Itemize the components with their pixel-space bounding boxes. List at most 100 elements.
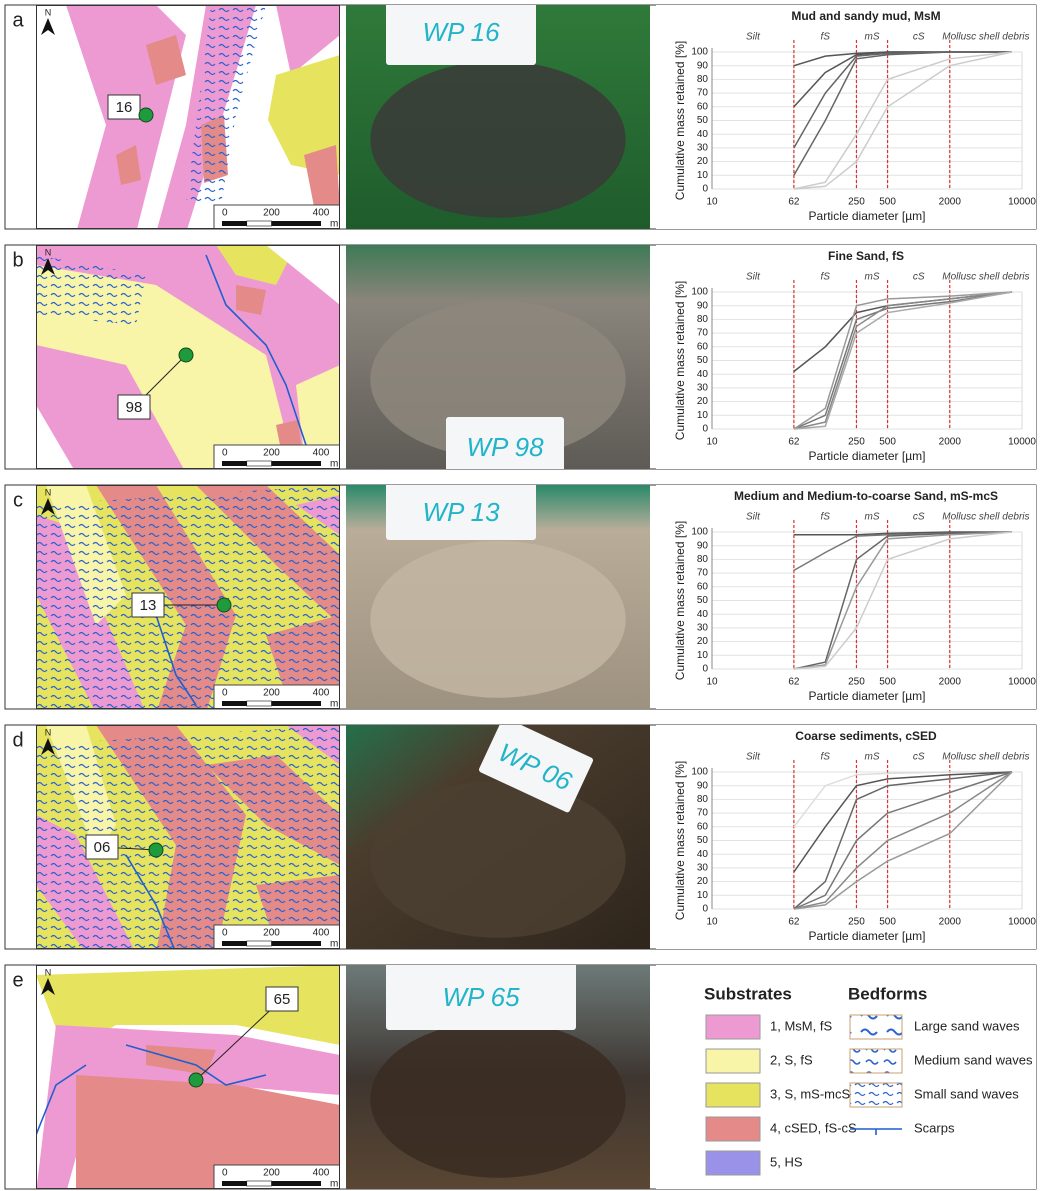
fraction-label: Silt xyxy=(746,32,761,43)
y-tick-label: 100 xyxy=(691,527,708,538)
y-tick-label: 90 xyxy=(697,300,709,311)
x-tick-label: 10000 xyxy=(1008,917,1036,928)
legend-label: 4, cSED, fS-cS xyxy=(770,1120,857,1135)
legend-label: Large sand waves xyxy=(914,1018,1020,1033)
y-tick-label: 50 xyxy=(697,595,709,606)
x-tick-label: 250 xyxy=(848,197,865,208)
scale-label: 200 xyxy=(263,928,280,939)
x-tick-label: 500 xyxy=(879,677,896,688)
y-tick-label: 30 xyxy=(697,383,709,394)
map: N650200400m xyxy=(36,965,340,1191)
legend-label: Small sand waves xyxy=(914,1086,1019,1101)
fraction-label: mS xyxy=(865,512,880,523)
chart-title: Medium and Medium-to-coarse Sand, mS-mcS xyxy=(734,489,998,503)
panel-letter: d xyxy=(12,729,23,751)
sand-wave-area xyxy=(36,485,340,713)
x-axis-label: Particle diameter [µm] xyxy=(809,689,926,703)
photo: WP 98 xyxy=(346,245,650,473)
y-tick-label: 70 xyxy=(697,568,709,579)
legend-label: 1, MsM, fS xyxy=(770,1018,832,1033)
y-tick-label: 90 xyxy=(697,60,709,71)
x-tick-label: 10 xyxy=(706,917,718,928)
panel-letter: c xyxy=(13,489,23,511)
fraction-label: mS xyxy=(865,752,880,763)
scale-segment xyxy=(222,941,247,946)
y-tick-label: 50 xyxy=(697,355,709,366)
fraction-label: Silt xyxy=(746,272,761,283)
card-tag: WP 98 xyxy=(466,432,544,462)
north-label: N xyxy=(45,487,52,497)
scale-label: 0 xyxy=(222,688,228,699)
fraction-label: Silt xyxy=(746,512,761,523)
x-tick-label: 2000 xyxy=(939,917,962,928)
legend-label: Scarps xyxy=(914,1120,955,1135)
site-label: 06 xyxy=(94,839,111,856)
legend-heading: Bedforms xyxy=(848,984,927,1003)
y-axis-label: Cumulative mass retained [%] xyxy=(673,521,687,680)
sample-card: WP 13 xyxy=(386,480,536,540)
card-tag: WP 65 xyxy=(442,982,520,1012)
photo: WP 13 xyxy=(346,480,650,709)
chart-title: Coarse sediments, cSED xyxy=(795,729,937,743)
figure: aN160200400mWP 16Mud and sandy mud, MsMC… xyxy=(0,0,1041,1191)
scale-segment xyxy=(272,221,322,226)
scale-unit: m xyxy=(330,459,338,470)
legend-swatch xyxy=(706,1015,760,1039)
scale-segment xyxy=(222,221,247,226)
scale-segment xyxy=(272,941,322,946)
scale-label: 200 xyxy=(263,448,280,459)
scale-label: 0 xyxy=(222,448,228,459)
map: N060200400m xyxy=(36,725,340,953)
panel-letter: b xyxy=(12,249,23,271)
scale-segment xyxy=(222,1181,247,1186)
y-tick-label: 70 xyxy=(697,88,709,99)
x-tick-label: 500 xyxy=(879,197,896,208)
y-tick-label: 50 xyxy=(697,115,709,126)
x-tick-label: 62 xyxy=(788,437,800,448)
x-tick-label: 62 xyxy=(788,197,800,208)
legend-label: 5, HS xyxy=(770,1154,803,1169)
y-tick-label: 0 xyxy=(702,904,708,915)
legend-swatch xyxy=(706,1117,760,1141)
scale-label: 200 xyxy=(263,208,280,219)
y-axis-label: Cumulative mass retained [%] xyxy=(673,41,687,200)
y-tick-label: 100 xyxy=(691,767,708,778)
y-tick-label: 80 xyxy=(697,74,709,85)
x-axis-label: Particle diameter [µm] xyxy=(809,209,926,223)
y-axis-label: Cumulative mass retained [%] xyxy=(673,281,687,440)
scale-segment xyxy=(247,221,272,226)
y-tick-label: 80 xyxy=(697,314,709,325)
x-axis-label: Particle diameter [µm] xyxy=(809,449,926,463)
site-label: 98 xyxy=(126,399,143,416)
y-tick-label: 60 xyxy=(697,101,709,112)
fraction-label: fS xyxy=(820,512,830,523)
sediment-sample xyxy=(370,1021,625,1178)
legend-swatch xyxy=(706,1151,760,1175)
y-tick-label: 80 xyxy=(697,554,709,565)
y-tick-label: 10 xyxy=(697,410,709,421)
sample-card: WP 65 xyxy=(386,960,576,1030)
scale-unit: m xyxy=(330,939,338,950)
fraction-label: cS xyxy=(913,752,925,763)
north-label: N xyxy=(45,7,52,17)
substrate-area xyxy=(236,285,266,315)
panel-letter: a xyxy=(12,9,24,31)
fraction-label: fS xyxy=(820,752,830,763)
scale-segment xyxy=(222,461,247,466)
x-tick-label: 10000 xyxy=(1008,677,1036,688)
map: N160200400m xyxy=(36,5,340,233)
sediment-sample xyxy=(370,61,625,218)
map: N980200400m xyxy=(36,245,340,473)
scale-label: 0 xyxy=(222,928,228,939)
x-tick-label: 10 xyxy=(706,677,718,688)
y-tick-label: 20 xyxy=(697,636,709,647)
legend-swatch xyxy=(706,1049,760,1073)
north-label: N xyxy=(45,727,52,737)
scale-segment xyxy=(247,1181,272,1186)
x-tick-label: 10 xyxy=(706,197,718,208)
site-label: 16 xyxy=(116,99,133,116)
fraction-label: Silt xyxy=(746,752,761,763)
y-tick-label: 40 xyxy=(697,609,709,620)
y-tick-label: 10 xyxy=(697,650,709,661)
legend-label: 3, S, mS-mcS xyxy=(770,1086,851,1101)
